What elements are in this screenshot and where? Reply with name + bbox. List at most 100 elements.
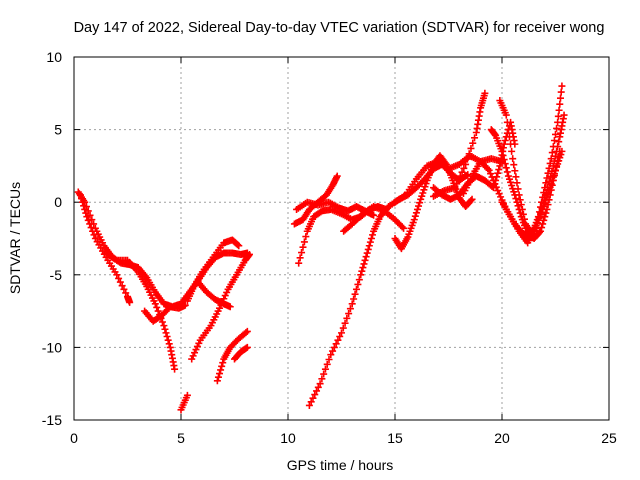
data-point xyxy=(87,224,95,232)
data-point xyxy=(359,264,367,272)
data-point xyxy=(514,185,522,193)
data-point xyxy=(415,202,423,210)
data-point xyxy=(552,130,559,138)
data-point xyxy=(503,168,511,176)
data-point xyxy=(416,199,424,207)
data-point xyxy=(80,202,88,210)
data-point xyxy=(556,94,564,102)
data-point xyxy=(451,184,459,192)
data-point xyxy=(460,164,468,172)
y-tick-label: -15 xyxy=(42,412,62,428)
chart-title: Day 147 of 2022, Sidereal Day-to-day VTE… xyxy=(74,20,605,36)
data-point xyxy=(341,319,349,327)
data-point xyxy=(358,267,366,275)
x-tick-label: 25 xyxy=(601,430,617,446)
data-point xyxy=(503,118,511,126)
data-point xyxy=(83,213,91,221)
data-point xyxy=(491,180,499,188)
series-track-15 xyxy=(340,203,408,235)
data-point xyxy=(484,165,492,173)
data-point xyxy=(541,194,549,202)
data-point xyxy=(195,339,203,347)
data-point xyxy=(534,219,542,227)
data-point xyxy=(505,133,513,141)
data-point xyxy=(153,303,161,311)
series-track-18 xyxy=(430,89,489,200)
data-point xyxy=(540,216,548,224)
x-tick-label: 5 xyxy=(177,430,185,446)
data-point xyxy=(183,391,191,399)
data-point xyxy=(299,243,307,251)
data-point xyxy=(226,303,234,311)
data-point xyxy=(412,209,420,217)
data-point xyxy=(463,155,471,163)
data-point xyxy=(151,300,159,308)
data-point xyxy=(556,100,564,108)
data-point xyxy=(469,139,477,147)
data-point xyxy=(367,235,375,242)
data-point xyxy=(418,192,426,200)
data-point xyxy=(422,180,430,188)
data-point xyxy=(555,106,563,114)
data-point xyxy=(548,149,556,157)
data-point xyxy=(86,220,94,228)
data-point xyxy=(552,152,559,160)
data-point xyxy=(223,288,231,296)
data-point xyxy=(458,168,466,176)
data-point xyxy=(465,150,473,158)
data-point xyxy=(520,215,528,223)
data-point xyxy=(154,307,162,315)
data-point xyxy=(314,383,322,391)
data-point xyxy=(361,256,369,264)
data-point xyxy=(370,211,378,219)
data-point xyxy=(481,89,489,97)
data-point xyxy=(217,366,225,374)
data-point xyxy=(514,202,522,210)
data-point xyxy=(365,242,373,250)
data-point xyxy=(502,111,510,119)
data-point xyxy=(554,143,562,151)
data-point xyxy=(355,276,363,284)
data-point xyxy=(81,205,89,213)
data-point xyxy=(417,195,425,203)
series-track-23 xyxy=(498,111,568,247)
data-point xyxy=(550,172,558,180)
data-point xyxy=(467,144,475,152)
data-point xyxy=(76,191,84,199)
y-tick-label: -5 xyxy=(50,267,63,283)
data-point xyxy=(535,228,543,236)
data-point xyxy=(487,170,495,178)
data-point xyxy=(485,166,493,174)
data-point xyxy=(245,250,253,258)
data-point xyxy=(343,314,351,322)
data-series xyxy=(74,82,568,414)
data-point xyxy=(79,198,87,206)
data-point xyxy=(539,199,547,207)
data-point xyxy=(216,304,224,312)
data-point xyxy=(535,208,543,216)
data-point xyxy=(363,249,371,257)
data-point xyxy=(320,370,328,378)
data-point xyxy=(512,173,520,181)
data-point xyxy=(309,394,317,402)
data-point xyxy=(549,176,557,184)
data-point xyxy=(84,216,92,224)
data-point xyxy=(325,356,333,363)
data-point xyxy=(338,329,345,337)
data-point xyxy=(421,183,429,191)
data-point xyxy=(163,333,171,341)
data-point xyxy=(357,271,365,279)
data-point xyxy=(307,398,315,406)
data-point xyxy=(488,173,496,181)
data-point xyxy=(364,245,372,253)
data-point xyxy=(560,111,568,119)
data-point xyxy=(122,289,130,297)
data-point xyxy=(221,292,229,300)
data-point xyxy=(362,253,370,261)
data-point xyxy=(515,191,523,199)
data-point xyxy=(300,238,308,246)
data-point xyxy=(495,166,503,174)
data-point xyxy=(115,274,123,282)
data-point xyxy=(543,205,551,213)
x-tick-label: 20 xyxy=(494,430,510,446)
